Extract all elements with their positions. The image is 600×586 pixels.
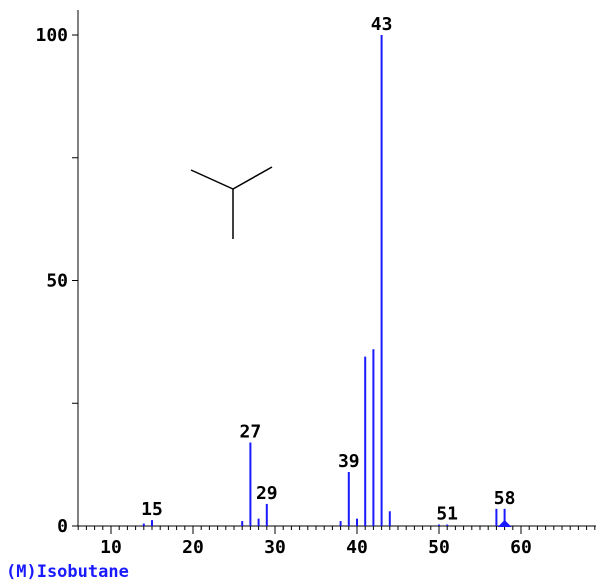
y-tick-label: 0 bbox=[57, 516, 68, 537]
y-tick-label: 50 bbox=[46, 271, 68, 292]
x-tick-label: 60 bbox=[510, 537, 532, 558]
x-tick-label: 50 bbox=[428, 537, 450, 558]
compound-name: (M)Isobutane bbox=[6, 562, 129, 582]
peak-bars bbox=[142, 35, 506, 526]
isobutane-structure-drawing bbox=[190, 166, 273, 239]
peak-labels: 15 27 29 39 43 51 58 bbox=[141, 14, 515, 525]
x-tick-label: 30 bbox=[264, 537, 286, 558]
x-tick-label: 10 bbox=[100, 537, 122, 558]
peak-label: 43 bbox=[371, 14, 393, 35]
peak-label: 51 bbox=[436, 504, 458, 525]
axes: 0 50 100 10 20 30 40 50 60 bbox=[35, 10, 596, 558]
structure-bond-left bbox=[190, 169, 234, 190]
peak-label: 39 bbox=[338, 451, 360, 472]
y-tick-label: 100 bbox=[35, 25, 68, 46]
peak-label: 58 bbox=[494, 488, 516, 509]
peak-label: 29 bbox=[256, 483, 278, 504]
x-tick-label: 20 bbox=[182, 537, 204, 558]
structure-bond-right bbox=[232, 166, 273, 190]
x-tick-label: 40 bbox=[346, 537, 368, 558]
mass-spectrum-chart: 0 50 100 10 20 30 40 50 60 15 27 29 39 43 51 58 bbox=[35, 10, 596, 558]
peak-label: 27 bbox=[240, 422, 262, 443]
peak-label: 15 bbox=[141, 499, 163, 520]
